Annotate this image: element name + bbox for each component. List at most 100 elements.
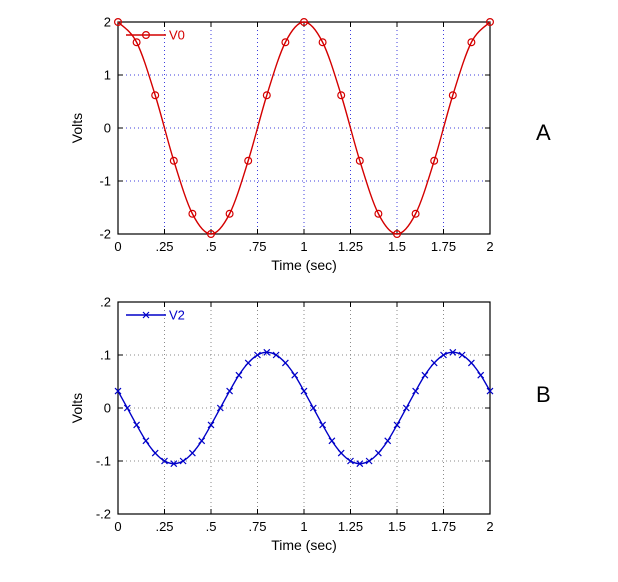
y-tick-label: -.2 (96, 507, 111, 522)
marker-x (114, 387, 122, 395)
x-tick-label: 1.75 (431, 239, 456, 254)
y-tick-label: -.1 (96, 454, 111, 469)
marker-x (421, 371, 429, 379)
marker-circle (337, 91, 346, 100)
marker-x (467, 359, 475, 367)
y-tick-label: 0 (104, 121, 111, 136)
marker-x (263, 348, 271, 356)
marker-x (449, 348, 457, 356)
y-tick-label: -1 (99, 174, 111, 189)
x-tick-label: 1.25 (338, 519, 363, 534)
chart-a-plot: 0 .25 .5 .75 1 1.25 1.5 1.75 2 -2 -1 0 1 2 Time (sec) V… (69, 15, 495, 273)
marker-circle (113, 18, 122, 27)
marker-x (384, 437, 392, 445)
x-tick-label: 1.5 (388, 519, 406, 534)
marker-circle (448, 91, 457, 100)
marker-x (226, 387, 234, 395)
marker-x (393, 421, 401, 429)
marker-circle (281, 38, 290, 47)
marker-x (198, 437, 206, 445)
x-tick-label: 1.25 (338, 239, 363, 254)
marker-circle (225, 209, 234, 218)
marker-x (281, 359, 289, 367)
marker-circle (300, 18, 309, 27)
marker-x (272, 351, 280, 359)
y-tick-label: 1 (104, 68, 111, 83)
marker-circle (393, 230, 402, 239)
x-tick-label: .25 (155, 239, 173, 254)
marker-x (142, 311, 150, 319)
marker-x (244, 359, 252, 367)
marker-x (440, 351, 447, 359)
marker-circle (467, 38, 476, 47)
marker-x (486, 387, 494, 395)
x-tick-label: 1.75 (431, 519, 456, 534)
marker-x (151, 449, 159, 457)
x-tick-label: .5 (206, 239, 217, 254)
marker-circle (151, 91, 160, 100)
marker-circle (169, 156, 178, 165)
marker-x (254, 351, 261, 359)
legend-label: V2 (169, 308, 185, 323)
marker-x (291, 371, 299, 379)
y-tick-label: .1 (100, 348, 111, 363)
marker-x (365, 457, 373, 465)
x-tick-label: .75 (248, 519, 266, 534)
x-tick-label: .5 (206, 519, 217, 534)
marker-x (235, 371, 243, 379)
x-tick-label: 1 (300, 519, 307, 534)
marker-x (412, 387, 420, 395)
marker-circle (188, 209, 197, 218)
y-tick-label: 0 (104, 401, 111, 416)
marker-x (216, 404, 224, 412)
marker-circle (207, 230, 216, 239)
x-tick-label: 2 (486, 519, 493, 534)
subplot-label-b: B (536, 382, 551, 407)
marker-circle (411, 209, 420, 218)
marker-x (347, 457, 354, 465)
marker-circle (430, 156, 439, 165)
series-line (117, 21, 491, 235)
marker-circle (141, 31, 150, 40)
y-axis-label: Volts (69, 113, 85, 143)
y-tick-label: 2 (104, 15, 111, 30)
marker-x (133, 421, 141, 429)
marker-x (188, 449, 196, 457)
marker-circle (262, 91, 271, 100)
marker-x (402, 404, 410, 412)
marker-x (170, 460, 178, 468)
x-axis-label: Time (sec) (271, 537, 337, 553)
marker-x (309, 404, 317, 412)
marker-x (477, 371, 485, 379)
x-tick-label: 0 (114, 519, 121, 534)
marker-circle (374, 209, 383, 218)
legend-label: V0 (169, 28, 185, 43)
x-tick-label: 2 (486, 239, 493, 254)
marker-x (207, 421, 215, 429)
y-tick-label: -2 (99, 227, 111, 242)
x-tick-label: 0 (114, 239, 121, 254)
x-tick-label: 1 (300, 239, 307, 254)
x-tick-label: 1.5 (388, 239, 406, 254)
marker-x (142, 437, 150, 445)
y-tick-label: .2 (100, 295, 111, 310)
y-axis-label: Volts (69, 393, 85, 423)
chart-b-plot: 0 .25 .5 .75 1 1.25 1.5 1.75 2 -.2 -.1 0 .1 .2 Time (s… (69, 295, 494, 554)
marker-x (356, 460, 364, 468)
marker-circle (318, 38, 327, 47)
marker-x (337, 449, 345, 457)
marker-circle (244, 156, 253, 165)
marker-x (319, 421, 327, 429)
marker-x (179, 457, 187, 465)
marker-x (328, 437, 336, 445)
marker-x (430, 359, 438, 367)
marker-x (300, 387, 308, 395)
marker-x (123, 404, 131, 412)
marker-x (161, 457, 168, 465)
marker-x (458, 351, 466, 359)
x-tick-label: .75 (248, 239, 266, 254)
subplot-label-a: A (536, 120, 551, 145)
x-tick-label: .25 (155, 519, 173, 534)
marker-circle (486, 18, 495, 27)
